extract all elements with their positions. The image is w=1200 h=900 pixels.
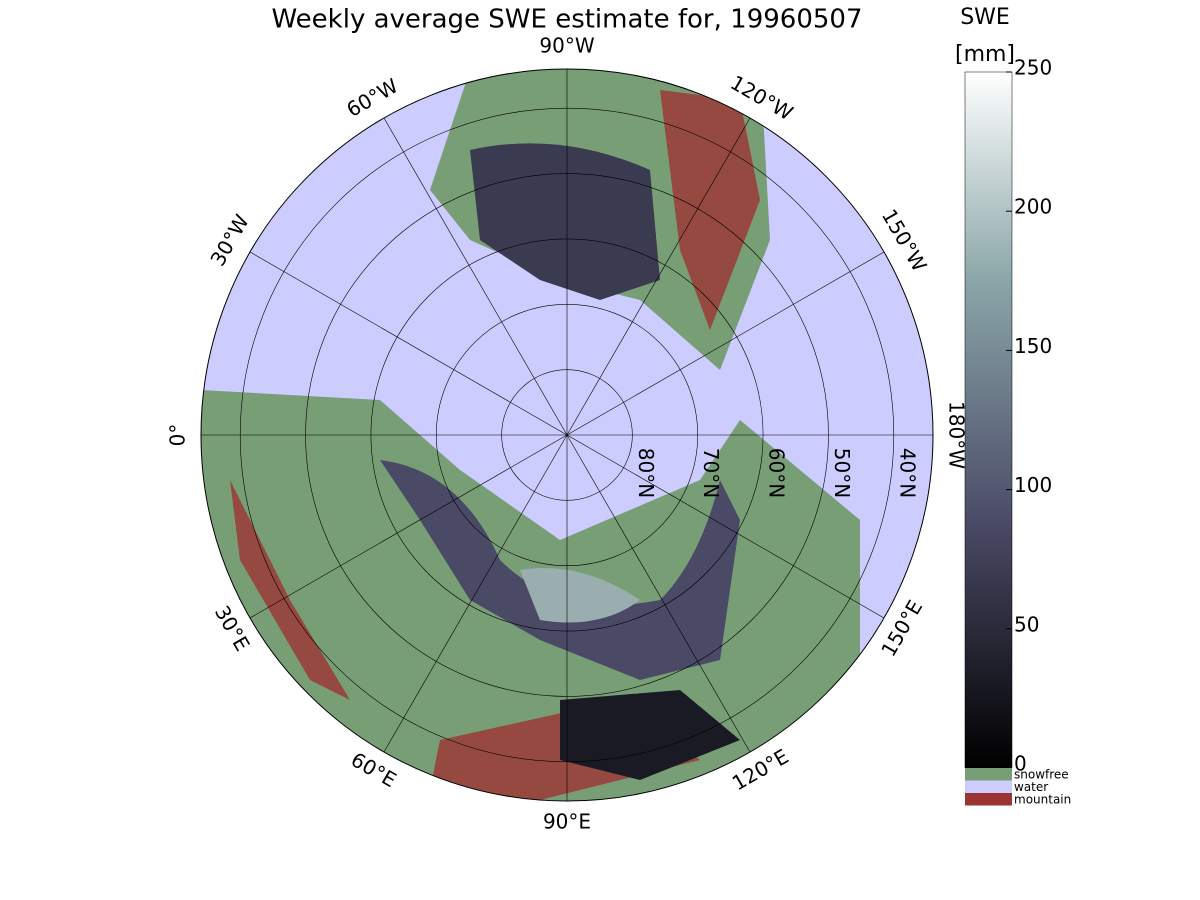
colorbar-ramp [964,71,1013,769]
colorbar-tick-label: 100 [1014,473,1052,497]
legend-swatch [965,780,1012,793]
colorbar: SWE [mm] 0 50 100 150 200 250 snowfreewatermou… [955,5,1071,807]
colorbar-unit: [mm] [955,42,1015,67]
meridian [566,434,751,753]
meridian [566,251,885,436]
colorbar-tick-label: 50 [1014,612,1039,636]
legend-label: snowfree [1014,768,1069,782]
colorbar-tick-label: 250 [1014,56,1052,80]
colorbar-tick-label: 200 [1014,195,1052,219]
colorbar-title: SWE [960,5,1010,30]
snow-area [520,568,640,623]
meridian-label: 90°E [543,810,591,834]
map-disc [201,69,933,801]
mountain-area [660,90,760,330]
legend-label: mountain [1014,793,1071,807]
meridian [566,434,885,619]
parallel-label: 80°N [634,448,658,498]
colorbar-tick-label: 0 [1014,752,1027,776]
meridian [249,251,568,436]
parallel-label: 70°N [699,448,723,498]
snow-area [380,460,740,680]
meridian [383,434,568,753]
legend-swatch [965,768,1012,781]
title: Weekly average SWE estimate for, 1996050… [271,5,862,35]
snow-area [560,690,740,780]
legend-swatch [965,793,1012,806]
legend-label: water [1014,780,1048,794]
parallel-label: 40°N [895,448,919,498]
parallel-label: 60°N [765,448,789,498]
meridian [249,434,568,619]
meridian [566,117,751,436]
meridian-label: 90°W [539,34,594,58]
parallel-label: 50°N [830,448,854,498]
meridian-label: 0° [166,424,190,447]
meridian [383,117,568,436]
colorbar-tick-label: 150 [1014,334,1052,358]
snow-area [470,143,660,300]
meridian-label: 180°W [945,401,969,469]
